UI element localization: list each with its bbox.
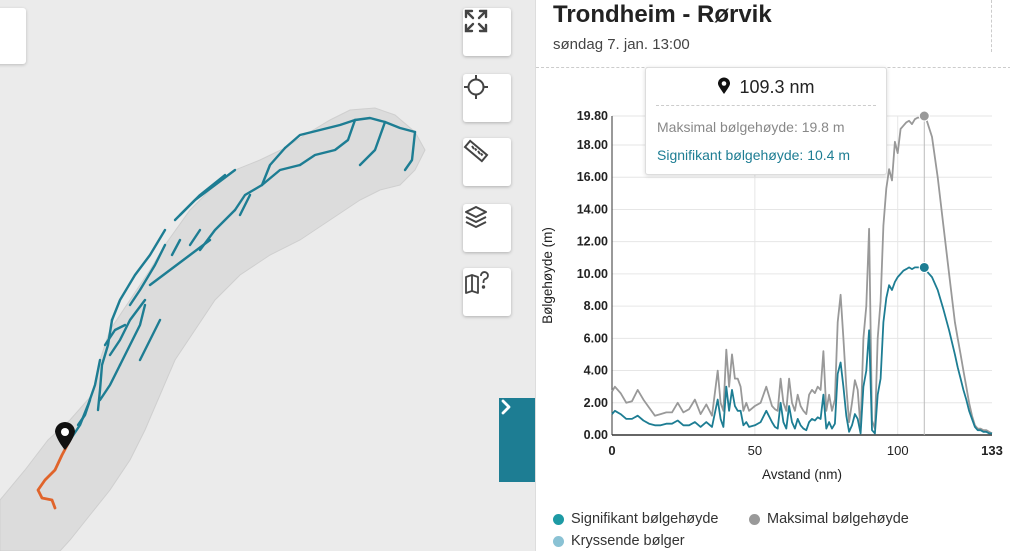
legend-dot [553,535,564,547]
legend-dot [749,513,760,525]
coastline-land [0,107,426,551]
y-tick-label: 18.00 [577,138,608,152]
tooltip-distance: 109.3 nm [739,77,815,97]
map-search-box[interactable] [0,8,26,64]
series-point-0 [918,110,930,122]
map-help-button[interactable] [463,268,511,316]
series-line-0 [611,115,993,435]
x-tick-label: 0 [608,443,615,458]
y-tick-label: 14.00 [577,202,608,216]
x-tick-label: 50 [748,443,762,458]
tooltip-header: 109.3 nm [646,77,886,98]
x-tick-label: 100 [887,443,909,458]
locate-button[interactable] [463,74,511,122]
fullscreen-button[interactable] [463,8,511,56]
legend-item-significant[interactable]: Signifikant bølgehøyde [553,511,719,527]
measure-button[interactable] [463,138,511,186]
y-axis-label: Bølgehøyde (m) [540,227,555,324]
route-subtitle: søndag 7. jan. 13:00 [553,36,690,53]
tooltip-divider [656,105,876,106]
x-tick-label: 133 [981,443,1003,458]
legend-label: Maksimal bølgehøyde [767,511,909,527]
series-line-1 [611,266,992,435]
y-tick-label: 10.00 [577,267,608,281]
y-tick-label: 12.00 [577,235,608,249]
route-panel: Trondheim - Rørvik søndag 7. jan. 13:00 … [535,0,1010,551]
chevron-right-icon [501,399,511,415]
y-tick-label: 0.00 [584,428,608,442]
y-tick-label: 2.00 [584,396,608,410]
y-tick-label: 8.00 [584,299,608,313]
map-canvas[interactable] [0,0,535,551]
x-axis-label: Avstand (nm) [762,467,842,482]
map-view[interactable] [0,0,535,551]
chart-tooltip: 109.3 nm Maksimal bølgehøyde: 19.8 m Sig… [645,67,887,175]
wave-height-chart[interactable]: 0.00 2.00 4.00 6.00 8.00 10.00 12.00 14.00 16.00… [536,68,1010,508]
y-tick-label: 19.80 [577,109,608,123]
layers-icon [465,206,487,228]
tooltip-sig-wave: Signifikant bølgehøyde: 10.4 m [657,147,850,163]
legend-dot [553,513,564,525]
crosshair-icon [464,75,488,99]
tooltip-max-wave: Maksimal bølgehøyde: 19.8 m [657,119,845,135]
series-point-1 [918,261,930,273]
map-help-icon [465,271,489,294]
ruler-icon [463,139,489,163]
selected-route [36,438,72,510]
header-divider-vertical [991,0,992,52]
y-tick-label: 4.00 [584,364,608,378]
layers-button[interactable] [463,204,511,252]
map-pin-icon [718,77,731,94]
legend-label: Kryssende bølger [571,533,685,549]
expand-icon [464,9,488,33]
legend-item-crossing[interactable]: Kryssende bølger [553,533,685,549]
legend-item-maximum[interactable]: Maksimal bølgehøyde [749,511,909,527]
location-marker-icon[interactable] [55,422,75,450]
legend-label: Signifikant bølgehøyde [571,511,719,527]
y-tick-label: 6.00 [584,331,608,345]
panel-toggle-button[interactable] [499,398,535,482]
y-tick-label: 16.00 [577,170,608,184]
route-network [68,116,417,442]
route-title: Trondheim - Rørvik [553,1,772,28]
